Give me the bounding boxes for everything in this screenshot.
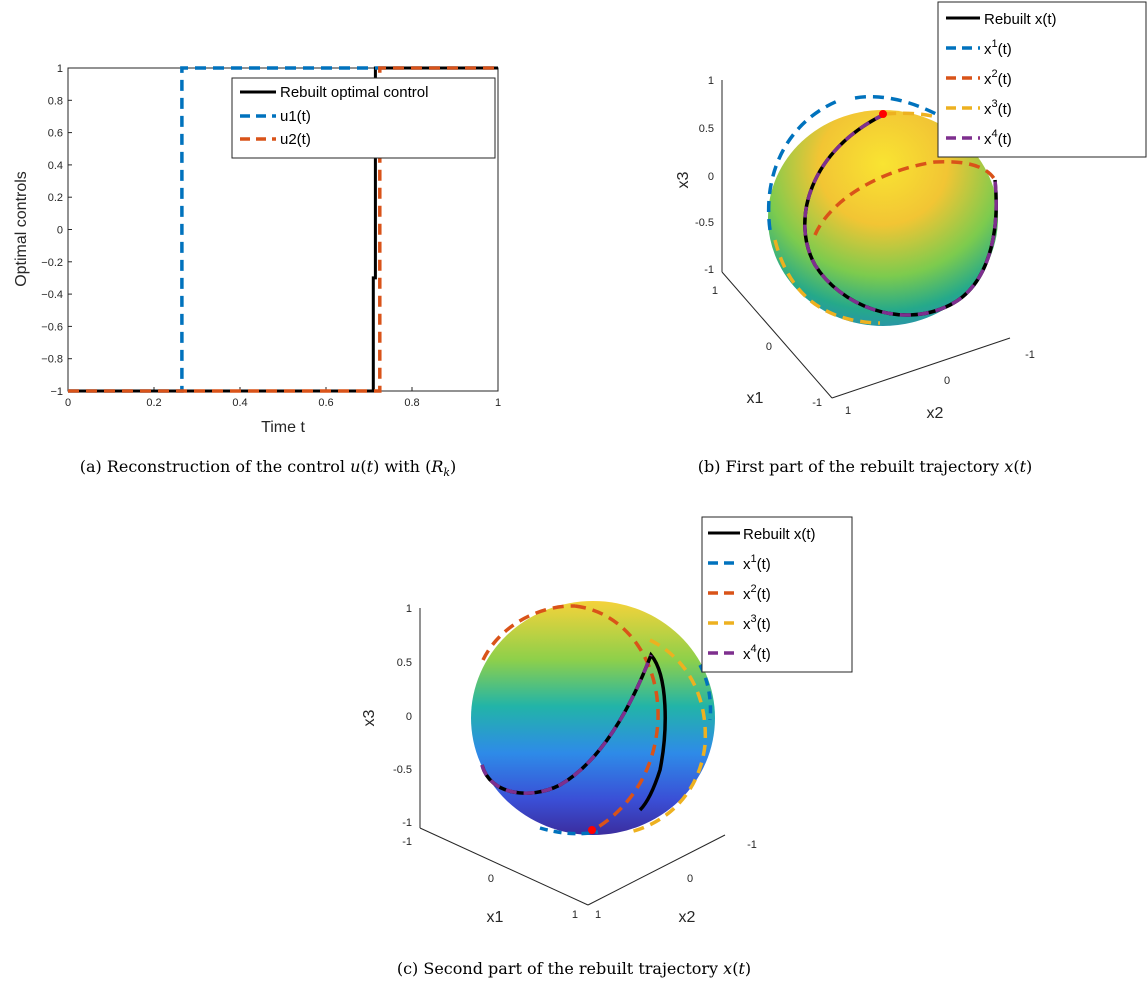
x-tick-label-a: 1 [495,397,501,409]
trajectory-b-x2 [813,159,997,236]
x2-tick-b-m1: -1 [1025,349,1035,361]
legend-b: Rebuilt x(t) x1(t) x2(t) x3(t) x4(t) [937,1,1147,158]
x1-tick-b-m1: -1 [812,397,822,409]
x1-axis-label-b: x1 [747,390,764,407]
y-tick-label-a: 0.4 [48,160,63,172]
x1-tick-c-m1: -1 [402,836,412,848]
x-tick-label-a: 0.6 [318,397,333,409]
x2-tick-c-m1: -1 [747,839,757,851]
trajectory-c-x2 [574,604,660,832]
y-tick-label-a: 1 [57,63,63,75]
trajectory-c-x1 [539,826,599,836]
start-marker-c [588,826,596,834]
trajectory-c-x2-top [481,604,576,661]
trajectory-b-x1-top [854,95,941,118]
y-tick-label-a: −0.2 [41,257,63,269]
z-tick-b-m1: -1 [704,264,714,276]
legend-entry-c-x3: x3(t) [743,613,771,633]
z-tick-c-05: 0.5 [397,657,412,669]
x2-ticks-b: 1 0 -1 [845,349,1035,417]
z-tick-c-0: 0 [406,711,412,723]
y-tick-label-a: 0.6 [48,128,63,140]
x-tick-label-a: 0.2 [146,397,161,409]
x2-ticks-c: 1 0 -1 [595,839,757,921]
x1-tick-c-0: 0 [488,873,494,885]
x1-axis-label-c: x1 [487,909,504,926]
z-tick-c-m05: -0.5 [393,764,412,776]
z-tick-b-05: 0.5 [699,123,714,135]
z-tick-b-1: 1 [708,75,714,87]
legend-entry-u1: u1(t) [280,108,311,125]
legend-entry-b-x4: x4(t) [984,128,1012,148]
z-tick-b-m05: -0.5 [695,217,714,229]
z-axis-label-c: x3 [361,709,378,726]
start-marker-b [879,110,887,118]
series-group-a [68,66,498,393]
z-axis-label-b: x3 [675,171,692,188]
caption-c: (c) Second part of the rebuilt trajector… [397,959,751,978]
x1-tick-c-1: 1 [572,909,578,921]
x-tick-label-a: 0.8 [404,397,419,409]
x2-axis-label-c: x2 [679,909,696,926]
axes-box-c [419,608,726,906]
unit-sphere-c [471,601,715,835]
x2-tick-b-1: 1 [845,405,851,417]
y-tick-label-a: −0.6 [41,321,63,333]
legend-entry-c-rebuilt: Rebuilt x(t) [743,526,816,543]
legend-entry-b-x1: x1(t) [984,38,1012,58]
caption-b: (b) First part of the rebuilt trajectory… [698,457,1033,476]
y-tick-label-a: 0.2 [48,192,63,204]
panel-b: 1 0.5 0 -0.5 -1 1 0 -1 1 0 -1 x3 x1 x2 [675,1,1147,476]
y-tick-label-a: −1 [50,386,63,398]
series-line-u2-t [68,66,498,393]
z-tick-b-0: 0 [708,171,714,183]
x-tick-label-a: 0.4 [232,397,247,409]
x2-tick-c-0: 0 [687,873,693,885]
legend-entry-b-x3: x3(t) [984,98,1012,118]
x1-tick-b-1: 1 [712,285,718,297]
legend-entry-u2: u2(t) [280,131,311,148]
legend-c: Rebuilt x(t) x1(t) x2(t) x3(t) x4(t) [701,516,853,673]
y-tick-label-a: −0.8 [41,354,63,366]
x2-tick-b-0: 0 [944,375,950,387]
panel-c: 1 0.5 0 -0.5 -1 -1 0 1 1 0 -1 x3 x1 x2 [361,516,853,978]
trajectory-b-x3 [773,239,881,325]
x-axis-label-a: Time t [261,419,305,436]
caption-a: (a) Reconstruction of the control u(t) w… [80,457,457,479]
legend-entry-c-x4: x4(t) [743,643,771,663]
trajectory-b-x1 [766,98,841,231]
legend-entry-rebuilt-control: Rebuilt optimal control [280,84,428,101]
trajectory-b-x4 [803,112,998,317]
trajectory-c-x3 [629,638,708,834]
panel-a: 0 0.2 0.4 0.6 0.8 1 −1 −0.8 −0.6 −0.4 −0.2 0 0.2 0.4 0… [13,63,501,479]
x1-ticks-b: 1 0 -1 [712,285,822,409]
y-tick-label-a: −0.4 [41,289,63,301]
x1-tick-b-0: 0 [766,341,772,353]
z-tick-c-m1: -1 [402,817,412,829]
legend-entry-c-x2: x2(t) [743,583,771,603]
legend-a: Rebuilt optimal control u1(t) u2(t) [231,77,496,159]
legend-entry-b-x2: x2(t) [984,68,1012,88]
x1-ticks-c: -1 0 1 [402,836,578,921]
z-tick-c-1: 1 [406,603,412,615]
x2-tick-c-1: 1 [595,909,601,921]
y-tick-label-a: 0.8 [48,95,63,107]
z-ticks-b: 1 0.5 0 -0.5 -1 [695,75,714,276]
y-axis-label-a: Optimal controls [13,171,30,287]
trajectory-c-x4 [480,654,653,795]
y-tick-label-a: 0 [57,225,63,237]
legend-entry-b-rebuilt: Rebuilt x(t) [984,11,1057,28]
x-tick-label-a: 0 [65,397,71,409]
z-ticks-c: 1 0.5 0 -0.5 -1 [393,603,412,829]
axes-box-b [721,80,1011,399]
x2-axis-label-b: x2 [927,405,944,422]
legend-entry-c-x1: x1(t) [743,553,771,573]
